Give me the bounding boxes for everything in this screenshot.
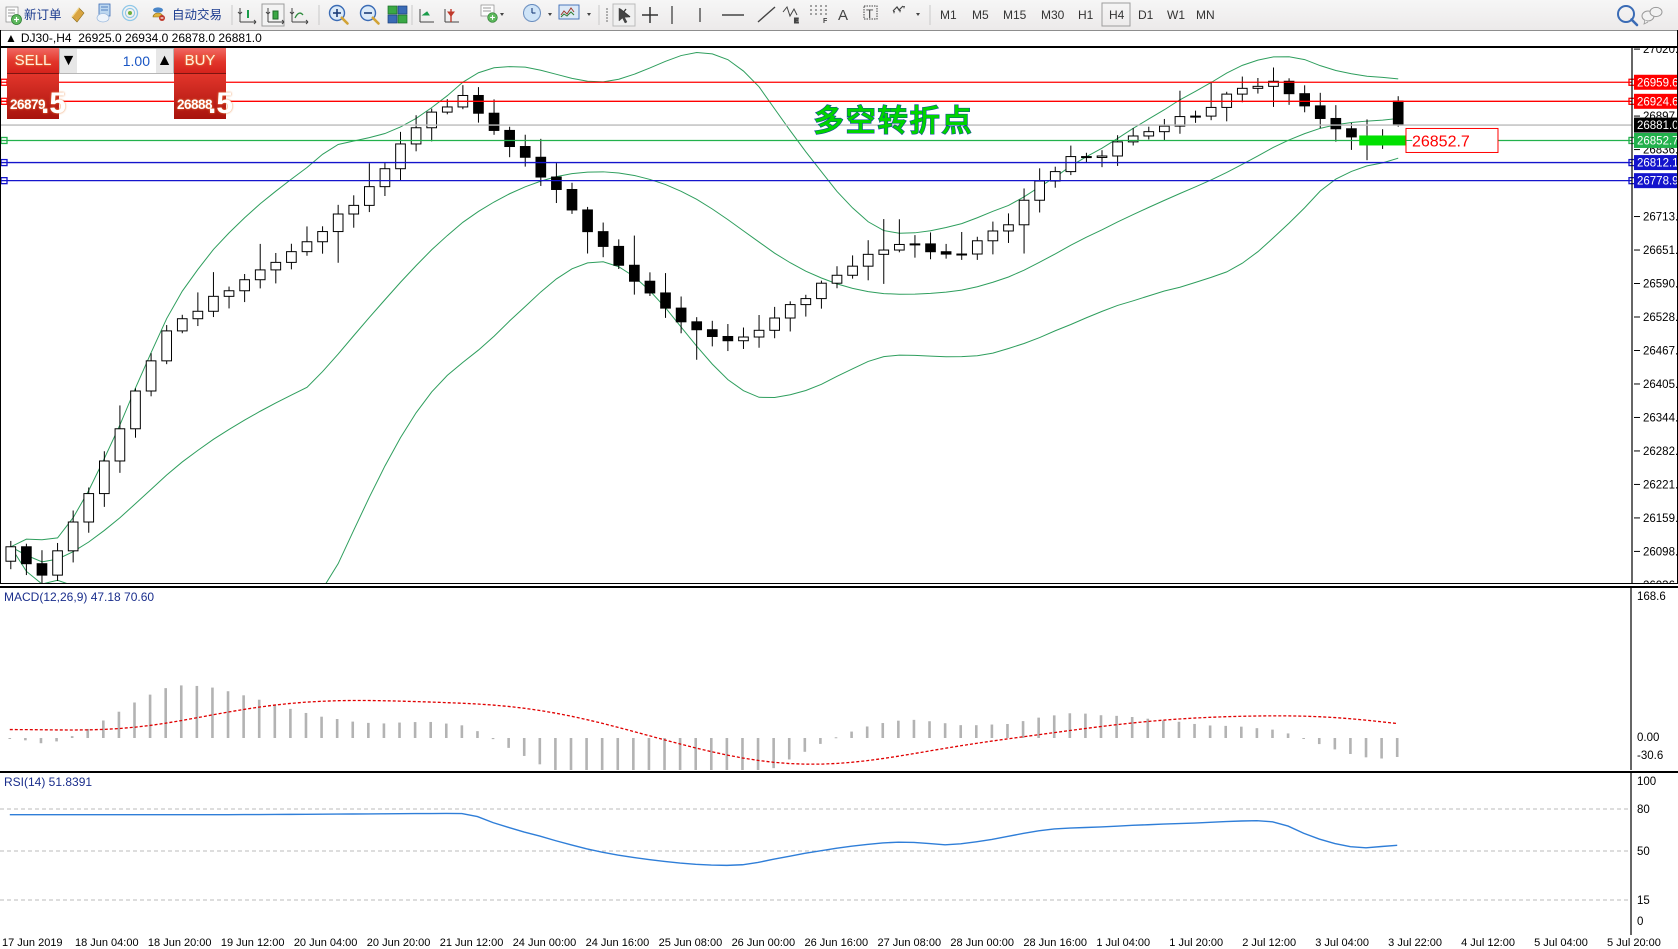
svg-text:A: A <box>838 7 848 24</box>
svg-text:15: 15 <box>1637 895 1650 907</box>
svg-text:26852.7: 26852.7 <box>1412 133 1470 150</box>
svg-text:H4: H4 <box>1109 8 1125 22</box>
svg-text:26159.5: 26159.5 <box>1643 513 1678 525</box>
svg-text:100: 100 <box>1637 776 1656 788</box>
svg-text:M5: M5 <box>972 8 989 22</box>
svg-text:M15: M15 <box>1003 8 1027 22</box>
svg-text:26959.6: 26959.6 <box>1637 77 1678 89</box>
svg-text:26528.5: 26528.5 <box>1643 312 1678 324</box>
svg-text:T: T <box>866 7 874 21</box>
svg-text:0: 0 <box>1637 916 1643 928</box>
svg-text:26924.6: 26924.6 <box>1637 96 1678 108</box>
svg-text:M30: M30 <box>1041 8 1065 22</box>
svg-text:MN: MN <box>1196 8 1215 22</box>
svg-text:168.6: 168.6 <box>1637 591 1666 603</box>
svg-text:26036.5: 26036.5 <box>1643 580 1678 584</box>
svg-text:多空转折点: 多空转折点 <box>814 105 974 138</box>
svg-text:26778.9: 26778.9 <box>1637 176 1678 188</box>
svg-text:26852.7: 26852.7 <box>1637 135 1678 147</box>
svg-text:80: 80 <box>1637 804 1650 816</box>
svg-text:0.00: 0.00 <box>1637 732 1659 744</box>
svg-text:自动交易: 自动交易 <box>172 7 222 22</box>
svg-text:26282.5: 26282.5 <box>1643 446 1678 458</box>
svg-text:H1: H1 <box>1078 8 1094 22</box>
svg-text:D1: D1 <box>1138 8 1154 22</box>
svg-text:50: 50 <box>1637 846 1650 858</box>
svg-text:27020.5: 27020.5 <box>1643 48 1678 56</box>
svg-text:F: F <box>823 18 828 25</box>
svg-text:-30.6: -30.6 <box>1637 750 1663 762</box>
svg-text:新订单: 新订单 <box>24 7 62 22</box>
svg-text:M1: M1 <box>940 8 957 22</box>
svg-text:26651.5: 26651.5 <box>1643 245 1678 257</box>
svg-text:26221.0: 26221.0 <box>1643 479 1678 491</box>
svg-text:26812.1: 26812.1 <box>1637 158 1678 170</box>
svg-text:W1: W1 <box>1167 8 1185 22</box>
svg-text:26344.0: 26344.0 <box>1643 412 1678 424</box>
svg-text:26467.0: 26467.0 <box>1643 345 1678 357</box>
svg-text:26098.0: 26098.0 <box>1643 546 1678 558</box>
svg-text:26405.5: 26405.5 <box>1643 379 1678 391</box>
svg-text:26881.0: 26881.0 <box>1637 120 1678 132</box>
svg-text:26590.0: 26590.0 <box>1643 279 1678 291</box>
svg-text:E: E <box>794 18 799 25</box>
svg-text:26713.0: 26713.0 <box>1643 212 1678 224</box>
